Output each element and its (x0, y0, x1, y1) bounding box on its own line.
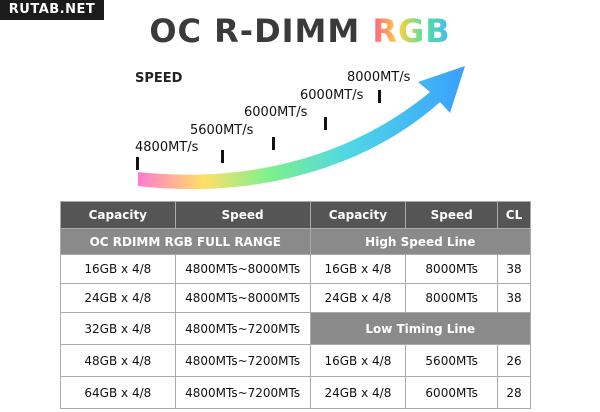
band-row: OC RDIMM RGB FULL RANGE High Speed Line (60, 228, 532, 255)
cell: 4800MTs~7200MTs (174, 344, 311, 377)
page-title: OC R-DIMM RGB (0, 12, 600, 50)
cell: 4800MTs~8000MTs (174, 283, 311, 313)
cell: 8000MTs (405, 254, 499, 284)
speed-label: SPEED (135, 71, 183, 86)
table-row: 64GB x 4/8 4800MTs~7200MTs 24GB x 4/8 60… (60, 376, 531, 409)
speed-tick-5 (378, 90, 381, 103)
left-band: OC RDIMM RGB FULL RANGE (60, 228, 311, 255)
title-accent: RGB (372, 12, 451, 50)
speed-tick-4 (324, 117, 327, 130)
header-capacity-right: Capacity (309, 201, 407, 229)
cell: 8000MTs (405, 283, 499, 313)
speed-tick-3 (272, 137, 275, 150)
speed-tick-2 (221, 150, 224, 163)
cell: 5600MTs (405, 344, 499, 377)
spec-table: Capacity Speed Capacity Speed CL OC RDIM… (60, 201, 532, 409)
table-header-row: Capacity Speed Capacity Speed CL (60, 201, 531, 229)
cell: 38 (497, 254, 531, 284)
header-capacity-left: Capacity (60, 201, 176, 229)
cell: 16GB x 4/8 (60, 254, 176, 284)
cell: 28 (497, 376, 531, 409)
cell: 64GB x 4/8 (60, 376, 176, 409)
cell: 4800MTs~7200MTs (174, 376, 311, 409)
arrow-shape (138, 66, 465, 190)
cell: 24GB x 4/8 (60, 283, 176, 313)
right-band-high-speed: High Speed Line (309, 228, 532, 255)
cell: 6000MTs (405, 376, 499, 409)
cell: 32GB x 4/8 (60, 312, 176, 345)
table-row: 24GB x 4/8 4800MTs~8000MTs 24GB x 4/8 80… (60, 283, 531, 313)
speed-step-4: 6000MT/s (300, 88, 364, 103)
table-row: 16GB x 4/8 4800MTs~8000MTs 16GB x 4/8 80… (60, 254, 531, 284)
cell: 38 (497, 283, 531, 313)
cell: 4800MTs~8000MTs (174, 254, 311, 284)
header-speed-right: Speed (405, 201, 499, 229)
header-cl: CL (497, 201, 531, 229)
cell: 4800MTs~7200MTs (174, 312, 311, 345)
cell: 16GB x 4/8 (309, 344, 407, 377)
table-row: 32GB x 4/8 4800MTs~7200MTs Low Timing Li… (60, 312, 532, 345)
cell: 48GB x 4/8 (60, 344, 176, 377)
title-main: OC R-DIMM (149, 12, 361, 50)
speed-step-2: 5600MT/s (190, 123, 254, 138)
right-band-low-timing: Low Timing Line (309, 312, 532, 345)
speed-step-1: 4800MT/s (135, 140, 199, 155)
header-speed-left: Speed (174, 201, 311, 229)
speed-tick-1 (136, 157, 139, 170)
cell: 16GB x 4/8 (309, 254, 407, 284)
table-row: 48GB x 4/8 4800MTs~7200MTs 16GB x 4/8 56… (60, 344, 531, 377)
speed-step-5: 8000MT/s (347, 70, 411, 85)
cell: 24GB x 4/8 (309, 283, 407, 313)
cell: 24GB x 4/8 (309, 376, 407, 409)
watermark: RUTAB.NET (0, 0, 104, 20)
cell: 26 (497, 344, 531, 377)
speed-step-3: 6000MT/s (244, 105, 308, 120)
